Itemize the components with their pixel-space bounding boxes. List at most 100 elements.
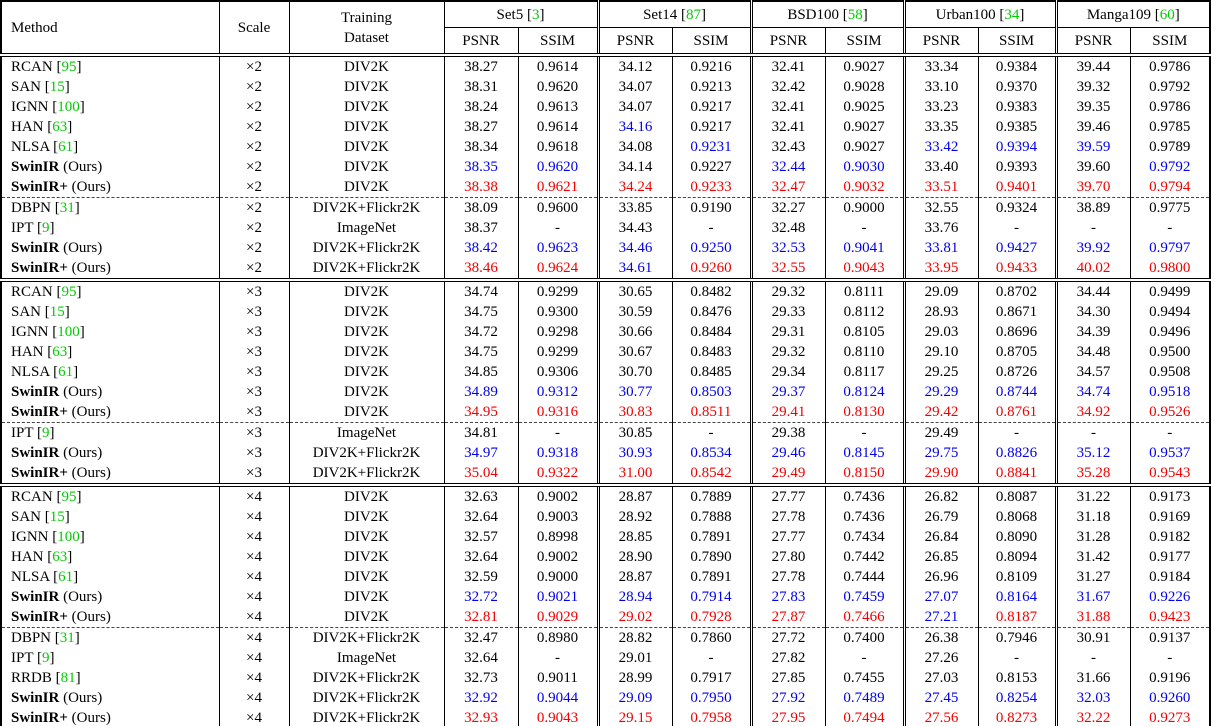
benchmark-header: BSD100 [58]: [749, 1, 905, 28]
citation-link[interactable]: 100: [57, 529, 80, 545]
ssim-value-cell: 0.7891: [671, 567, 752, 587]
result-row: SwinIR+ (Ours) ×2 DIV2K 38.38 0.9621 34.24 0.9…: [0, 177, 1211, 198]
ssim-value-cell: 0.8534: [671, 443, 752, 463]
psnr-value-cell: 40.02: [1054, 258, 1131, 280]
method-cell: RCAN [95]: [0, 483, 220, 507]
citation-link[interactable]: 58: [847, 6, 863, 23]
psnr-value-cell: 28.94: [596, 587, 673, 607]
result-row: SwinIR+ (Ours) ×2 DIV2K+Flickr2K 38.46 0.962…: [0, 258, 1211, 280]
citation-link[interactable]: 61: [58, 139, 74, 155]
citation-link[interactable]: 63: [52, 549, 68, 565]
ssim-value-cell: 0.9029: [517, 607, 599, 628]
method-name: IGNN: [11, 99, 49, 115]
ssim-value-cell: 0.9427: [977, 238, 1057, 258]
psnr-value-cell: 29.41: [749, 402, 826, 423]
ssim-value-cell: 0.9543: [1129, 463, 1211, 485]
psnr-value-cell: 27.80: [749, 547, 826, 567]
benchmark-header: Set5 [3]: [443, 1, 599, 28]
results-table-body: RCAN [95] ×2 DIV2K 38.27 0.9614 34.12 0.9216 32…: [0, 53, 1211, 726]
citation-link[interactable]: 100: [57, 99, 80, 115]
citation-link[interactable]: 15: [49, 79, 65, 95]
ssim-value-cell: 0.7889: [671, 483, 752, 507]
metric-header: SSIM: [977, 27, 1057, 55]
ssim-value-cell: 0.8980: [517, 627, 599, 648]
training-dataset-cell: ImageNet: [288, 218, 445, 238]
scale-cell: ×2: [218, 218, 290, 238]
psnr-value-cell: 27.21: [902, 607, 979, 628]
citation-link[interactable]: 9: [41, 220, 50, 236]
citation-link[interactable]: 34: [1004, 6, 1020, 23]
citation-link[interactable]: 61: [58, 364, 74, 380]
method-name: SwinIR+: [11, 710, 68, 726]
psnr-value-cell: 29.09: [902, 278, 979, 302]
citation-link[interactable]: 31: [59, 630, 75, 646]
method-cell: SwinIR+ (Ours): [0, 177, 220, 198]
ssim-value-cell: -: [1129, 218, 1211, 238]
metric-header: SSIM: [824, 27, 905, 55]
method-cell: IPT [9]: [0, 648, 220, 668]
citation-link[interactable]: 15: [49, 304, 65, 320]
citation-link[interactable]: 95: [61, 489, 77, 505]
psnr-value-cell: 30.93: [596, 443, 673, 463]
ssim-value-cell: 0.7860: [671, 627, 752, 648]
psnr-value-cell: 32.43: [749, 137, 826, 157]
ssim-value-cell: 0.9792: [1129, 77, 1211, 97]
citation-link[interactable]: 87: [685, 6, 701, 23]
citation-link[interactable]: 63: [52, 119, 68, 135]
ssim-value-cell: 0.8671: [977, 302, 1057, 322]
psnr-value-cell: 34.74: [443, 278, 519, 302]
ssim-value-cell: 0.9000: [824, 197, 905, 218]
psnr-value-cell: 34.07: [596, 77, 673, 97]
result-row: SAN [15] ×2 DIV2K 38.31 0.9620 34.07 0.9213 32.…: [0, 77, 1211, 97]
ssim-value-cell: 0.9190: [671, 197, 752, 218]
citation-link[interactable]: 60: [1159, 6, 1175, 23]
psnr-value-cell: 27.77: [749, 483, 826, 507]
citation-link[interactable]: 95: [61, 284, 77, 300]
psnr-value-cell: 26.38: [902, 627, 979, 648]
psnr-value-cell: 29.32: [749, 278, 826, 302]
ssim-value-cell: 0.8124: [824, 382, 905, 402]
ssim-value-cell: 0.8090: [977, 527, 1057, 547]
psnr-value-cell: 29.38: [749, 422, 826, 443]
citation-link[interactable]: 9: [41, 425, 50, 441]
citation-link[interactable]: 9: [41, 650, 50, 666]
ssim-value-cell: 0.9600: [517, 197, 599, 218]
psnr-value-cell: 29.03: [902, 322, 979, 342]
scale-cell: ×2: [218, 157, 290, 177]
citation-link[interactable]: 100: [57, 324, 80, 340]
ssim-value-cell: 0.7890: [671, 547, 752, 567]
result-row: SwinIR+ (Ours) ×4 DIV2K 32.81 0.9029 29.02 0.7…: [0, 607, 1211, 628]
benchmark-header: Manga109 [60]: [1054, 1, 1211, 28]
psnr-value-cell: 38.24: [443, 97, 519, 117]
ssim-value-cell: 0.9182: [1129, 527, 1211, 547]
ssim-value-cell: 0.9000: [517, 567, 599, 587]
citation-link[interactable]: 61: [58, 569, 74, 585]
psnr-value-cell: 29.09: [596, 688, 673, 708]
citation-link[interactable]: 95: [61, 59, 77, 75]
training-dataset-cell: DIV2K+Flickr2K: [288, 238, 445, 258]
psnr-value-cell: 28.87: [596, 483, 673, 507]
ssim-value-cell: 0.9620: [517, 77, 599, 97]
ssim-value-cell: 0.9027: [824, 117, 905, 137]
method-cell: HAN [63]: [0, 547, 220, 567]
psnr-value-cell: 28.87: [596, 567, 673, 587]
ssim-value-cell: 0.9423: [1129, 607, 1211, 628]
method-name: SwinIR: [11, 384, 60, 400]
method-name: DBPN: [11, 630, 52, 646]
citation-link[interactable]: 31: [59, 200, 75, 216]
result-row: SwinIR+ (Ours) ×3 DIV2K+Flickr2K 35.04 0.932…: [0, 463, 1211, 485]
citation-link[interactable]: 15: [49, 509, 65, 525]
psnr-value-cell: 29.01: [596, 648, 673, 668]
citation-link[interactable]: 81: [60, 670, 76, 686]
training-dataset-cell: DIV2K: [288, 302, 445, 322]
psnr-value-cell: 39.60: [1054, 157, 1131, 177]
training-dataset-cell: DIV2K: [288, 53, 445, 77]
psnr-value-cell: 34.75: [443, 302, 519, 322]
ssim-value-cell: 0.9384: [977, 53, 1057, 77]
citation-link[interactable]: 63: [52, 344, 68, 360]
psnr-value-cell: 29.29: [902, 382, 979, 402]
citation-link[interactable]: 3: [531, 6, 540, 23]
method-cell: SwinIR (Ours): [0, 443, 220, 463]
psnr-value-cell: 38.89: [1054, 197, 1131, 218]
psnr-value-cell: 27.78: [749, 507, 826, 527]
